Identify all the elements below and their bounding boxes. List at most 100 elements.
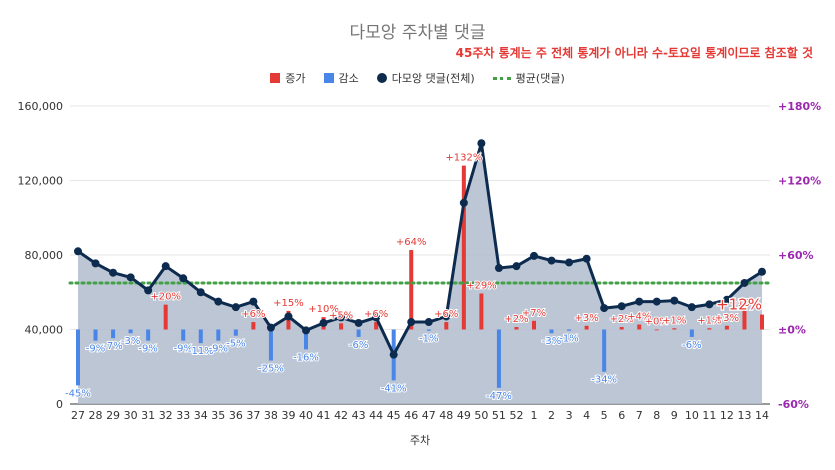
comments-point	[459, 198, 468, 207]
increase-label: +3%	[574, 313, 598, 324]
x-tick-label: 47	[422, 409, 436, 422]
decrease-label: -7%	[103, 341, 122, 352]
increase-label: +7%	[522, 308, 546, 319]
decrease-label: -9%	[86, 344, 105, 355]
increase-label: +6%	[364, 309, 388, 320]
decrease-bar	[181, 329, 186, 341]
x-tick-label: 44	[369, 409, 383, 422]
x-tick-label: 11	[702, 409, 716, 422]
legend-label-comments: 다모앙 댓글(전체)	[391, 72, 475, 85]
increase-bar	[163, 304, 168, 330]
comments-point	[652, 297, 661, 306]
x-tick-label: 41	[317, 409, 331, 422]
chart-subtitle: 45주차 통계는 주 전체 통계가 아니라 수-토요일 통계이므로 참조할 것	[455, 46, 813, 60]
comments-area	[78, 143, 762, 404]
comments-point	[126, 273, 135, 282]
increase-bar	[374, 322, 379, 330]
comments-point	[249, 297, 258, 306]
chart-title: 다모앙 주차별 댓글	[349, 23, 486, 43]
decrease-label: -6%	[349, 340, 368, 351]
legend-swatch-comments	[376, 73, 387, 83]
increase-bar	[479, 293, 484, 330]
comments-point	[424, 318, 433, 327]
increase-bar	[251, 322, 256, 330]
increase-label: +12%	[716, 296, 762, 314]
decrease-label: -25%	[258, 364, 284, 375]
legend-label-decrease: 감소	[338, 72, 359, 85]
comments-point	[758, 267, 766, 276]
increase-bar	[461, 165, 466, 330]
decrease-label: -9%	[209, 344, 228, 355]
legend-swatch-decrease	[323, 73, 334, 83]
increase-label: +29%	[466, 280, 497, 291]
increase-bar	[444, 322, 449, 330]
increase-bar	[742, 310, 747, 330]
y-tick-label-right: ±0%	[778, 324, 806, 337]
x-tick-label: 36	[229, 409, 243, 422]
x-tick-label: 10	[685, 409, 699, 422]
comments-point	[670, 296, 679, 305]
comments-point	[600, 304, 609, 313]
increase-label: +20%	[150, 292, 181, 303]
decrease-bar	[689, 329, 694, 337]
x-tick-label: 2	[548, 409, 555, 422]
increase-label: +15%	[273, 298, 304, 309]
decrease-label: -11%	[188, 346, 214, 357]
increase-label: +64%	[396, 237, 427, 248]
decrease-label: -3%	[542, 336, 561, 347]
decrease-bar	[146, 329, 151, 341]
comments-point	[372, 313, 381, 322]
decrease-bar	[268, 329, 273, 361]
increase-label: +15%	[729, 298, 760, 309]
decrease-bar	[426, 329, 431, 331]
x-tick-label: 35	[211, 409, 225, 422]
decrease-label: -41%	[381, 383, 407, 394]
comments-point	[144, 286, 153, 295]
comments-point	[512, 262, 521, 271]
comments-point	[635, 297, 644, 306]
comments-point	[617, 302, 626, 311]
increase-label: +1%	[662, 315, 686, 326]
increase-label: +1%	[697, 315, 721, 326]
comments-point	[109, 268, 118, 277]
x-tick-label: 9	[671, 409, 678, 422]
x-tick-label: 38	[264, 409, 278, 422]
decrease-bar	[549, 329, 554, 334]
increase-bar	[707, 328, 712, 330]
x-tick-label: 5	[601, 409, 608, 422]
y-tick-label-right: +180%	[778, 100, 821, 113]
comments-point	[319, 318, 328, 327]
x-tick-label: 3	[566, 409, 573, 422]
x-tick-label: 42	[334, 409, 348, 422]
x-tick-label: 7	[636, 409, 643, 422]
x-tick-label: 30	[124, 409, 138, 422]
decrease-label: -45%	[65, 388, 91, 399]
decrease-label: -16%	[293, 352, 319, 363]
increase-label: +2%	[610, 314, 634, 325]
decrease-bar	[128, 329, 133, 334]
increase-bar	[514, 327, 519, 330]
comments-point	[91, 259, 100, 268]
decrease-bar	[216, 329, 221, 341]
comments-point	[284, 312, 293, 321]
chart-legend: 증가 감소 다모앙 댓글(전체) 평균(댓글)	[0, 70, 835, 86]
legend-item-decrease: 감소	[323, 70, 359, 86]
comments-point	[231, 303, 240, 312]
increase-label: +3%	[715, 313, 739, 324]
increase-bar	[672, 328, 677, 330]
x-tick-label: 33	[176, 409, 190, 422]
comments-point	[565, 258, 574, 267]
decrease-bar	[356, 329, 361, 337]
comments-point	[196, 288, 205, 297]
x-tick-label: 27	[71, 409, 85, 422]
decrease-bar	[602, 329, 607, 372]
x-tick-label: 8	[653, 409, 660, 422]
x-tick-label: 51	[492, 409, 506, 422]
x-tick-label: 13	[737, 409, 751, 422]
comments-point	[740, 278, 749, 287]
x-tick-label: 45	[387, 409, 401, 422]
x-tick-label: 40	[299, 409, 313, 422]
comments-point	[547, 256, 556, 265]
